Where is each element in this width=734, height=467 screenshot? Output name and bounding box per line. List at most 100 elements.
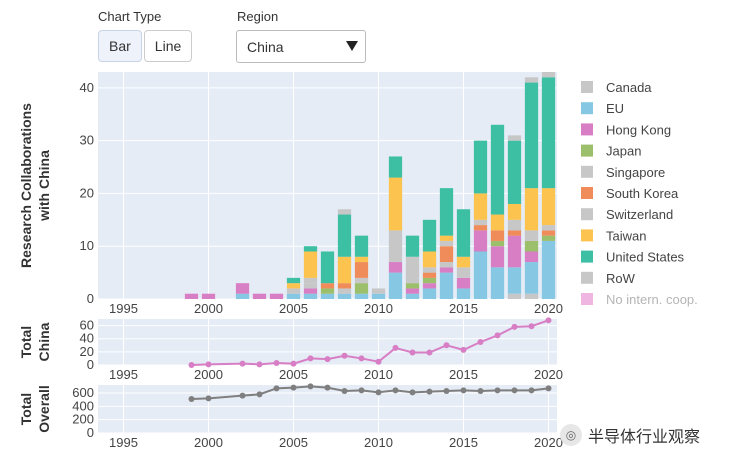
x-tick-label: 2020: [534, 435, 563, 450]
bar-segment: [507, 267, 522, 294]
data-point: [239, 360, 246, 367]
bar-segment: [337, 288, 352, 294]
bar-segment: [473, 230, 488, 252]
x-tick-label: 2010: [364, 367, 393, 382]
legend-swatch: [581, 123, 593, 136]
legend-swatch: [581, 208, 593, 221]
bar-segment: [354, 235, 369, 257]
data-point: [392, 344, 399, 351]
data-point: [545, 317, 552, 324]
line-button[interactable]: Line: [143, 30, 193, 62]
data-point: [426, 349, 433, 356]
bar-segment: [456, 288, 471, 299]
chart-type-toggle: Bar Line: [98, 30, 193, 62]
data-point: [205, 361, 212, 368]
bar-segment: [337, 214, 352, 257]
data-point: [494, 332, 501, 339]
data-point: [188, 396, 195, 402]
region-selected-value: China: [247, 38, 284, 55]
bar-segment: [507, 203, 522, 220]
bar-segment: [422, 272, 437, 278]
x-tick-label: 2000: [194, 301, 223, 316]
bar-segment: [473, 140, 488, 194]
data-point: [358, 355, 365, 362]
bar-segment: [473, 193, 488, 220]
watermark-text: 半导体行业观察: [588, 429, 701, 446]
bar-segment: [354, 262, 369, 278]
y-tick-label: 0: [87, 357, 94, 372]
bar-segment: [286, 283, 301, 289]
legend-swatch: [581, 165, 593, 178]
bar-segment: [354, 256, 369, 263]
data-point: [341, 352, 348, 359]
x-tick-label: 2015: [449, 301, 478, 316]
y-tick-label: 0: [87, 425, 94, 440]
legend-label: Canada: [606, 80, 652, 95]
legend-swatch: [581, 271, 593, 284]
legend: Canada EU Hong Kong Japan Singapore South Kor…: [581, 80, 698, 307]
bar-segment: [541, 235, 556, 241]
y-tick-label: 10: [80, 238, 94, 253]
bar-segment: [541, 77, 556, 189]
region-label: Region: [237, 9, 279, 24]
y-tick-label: 40: [80, 331, 94, 346]
legend-label: Singapore: [606, 165, 665, 180]
y-tick-label: 30: [80, 133, 94, 148]
bar-segment: [541, 72, 556, 78]
y-tick-label: 20: [80, 344, 94, 359]
bar-segment: [490, 240, 505, 247]
region-dropdown[interactable]: China: [236, 30, 366, 63]
bar-segment: [524, 293, 539, 299]
bar-segment: [524, 240, 539, 252]
data-point: [545, 385, 552, 392]
bar-segment: [422, 288, 437, 299]
data-point: [290, 360, 297, 367]
y-axis-title: China: [36, 322, 52, 361]
bar-segment: [303, 246, 318, 252]
bar-segment: [371, 293, 386, 299]
bar-segment: [456, 256, 471, 268]
bar-segment: [286, 288, 301, 294]
bar-segment: [252, 293, 267, 299]
y-tick-label: 600: [72, 385, 94, 400]
bar-segment: [456, 267, 471, 278]
x-tick-label: 2010: [364, 301, 393, 316]
bar-segment: [388, 272, 403, 299]
bar-segment: [337, 209, 352, 215]
bar-segment: [541, 225, 556, 231]
bar-segment: [456, 277, 471, 289]
data-point: [528, 323, 535, 330]
legend-swatch: [581, 250, 593, 263]
bar-segment: [507, 235, 522, 268]
bar-segment: [524, 251, 539, 263]
data-point: [256, 361, 263, 368]
legend-swatch: [581, 81, 593, 93]
data-point: [239, 392, 246, 399]
bar-segment: [235, 283, 250, 294]
data-point: [324, 384, 331, 391]
bar-segment: [405, 293, 420, 299]
bar-segment: [405, 235, 420, 257]
bar-segment: [337, 256, 352, 284]
bar-segment: [541, 230, 556, 236]
legend-swatch: [581, 144, 593, 157]
data-point: [324, 356, 331, 363]
bar-segment: [439, 246, 454, 263]
bar-segment: [490, 230, 505, 241]
bar-segment: [422, 251, 437, 268]
x-tick-label: 2000: [194, 367, 223, 382]
data-point: [426, 388, 433, 395]
legend-label: EU: [606, 101, 624, 116]
x-tick-label: 2020: [534, 301, 563, 316]
legend-swatch: [581, 187, 593, 199]
bar-segment: [524, 77, 539, 83]
bar-segment: [473, 225, 488, 231]
data-point: [460, 387, 467, 394]
bar-segment: [405, 288, 420, 294]
legend-swatch: [581, 102, 593, 115]
chart-type-label: Chart Type: [98, 9, 162, 24]
x-tick-label: 2015: [449, 435, 478, 450]
bar-button[interactable]: Bar: [98, 30, 142, 62]
